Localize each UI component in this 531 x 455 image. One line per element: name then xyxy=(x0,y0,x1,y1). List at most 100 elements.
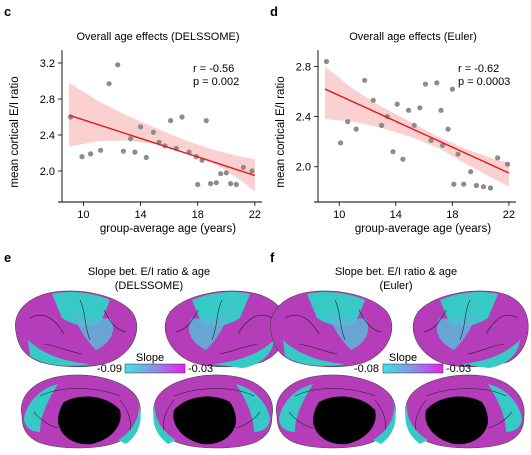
chart-d-point-0 xyxy=(323,58,330,65)
panel-d: d Overall age effects (Euler) 10 14 18 22 2.… xyxy=(270,4,516,235)
panel-e: e Slope bet. E/I ratio & age (DELSSOME) … xyxy=(4,250,287,449)
chart-c-point-21 xyxy=(208,181,214,187)
panel-f-title-line2: (Euler) xyxy=(379,280,412,292)
panel-d-r-stat: r = -0.62 xyxy=(458,63,499,75)
panel-letter-e: e xyxy=(4,250,11,265)
chart-c-point-25 xyxy=(228,181,234,187)
colorbar-min-f: -0.08 xyxy=(354,363,379,375)
chart-c-point-1 xyxy=(79,154,85,160)
colorbar-min-e: -0.09 xyxy=(97,363,122,375)
chart-c-point-2 xyxy=(88,151,94,157)
brain-lateral-left-e xyxy=(15,290,138,368)
chart-c-point-5 xyxy=(115,62,121,68)
chart-d-point-8 xyxy=(390,149,396,155)
panel-e-title-line2: (DELSSOME) xyxy=(115,280,183,292)
panel-d-p-stat: p = 0.0003 xyxy=(458,76,510,88)
chart-d-xtick-label-2: 18 xyxy=(446,209,458,221)
brain-lateral-right-e xyxy=(164,290,287,368)
panel-c-title: Overall age effects (DELSSOME) xyxy=(76,31,239,43)
chart-d-point-14 xyxy=(422,81,429,87)
colorbar-label-e: Slope xyxy=(136,352,164,364)
brain-medial-left-f xyxy=(276,374,396,449)
chart-d-point-5 xyxy=(370,97,376,103)
brain-lateral-left-f xyxy=(270,290,393,368)
chart-d-xtick-label-1: 14 xyxy=(390,209,402,221)
chart-d-y-axis-label: mean cortical E/I ratio xyxy=(275,76,287,187)
scatter-plot-c: 10 14 18 22 2.0 2.4 2.8 3.2 group-average age (y… xyxy=(9,50,262,235)
colorbar-f xyxy=(382,363,444,374)
panel-letter-c: c xyxy=(4,4,11,19)
chart-c-ytick-label-3: 3.2 xyxy=(40,58,55,70)
chart-d-ytick-label-1: 2.4 xyxy=(296,112,311,124)
chart-c-point-23 xyxy=(218,171,224,177)
chart-d-point-9 xyxy=(394,101,400,107)
chart-c-point-29 xyxy=(195,181,201,188)
chart-d-point-23 xyxy=(473,182,479,189)
chart-d-point-1 xyxy=(338,140,344,146)
chart-c-x-axis-label: group-average age (years) xyxy=(100,223,236,235)
chart-c-point-28 xyxy=(249,168,255,174)
chart-c-point-6 xyxy=(120,148,126,154)
chart-d-point-13 xyxy=(417,105,423,111)
chart-c-confidence-band xyxy=(69,82,255,192)
chart-c-point-16 xyxy=(179,114,185,120)
chart-d-confidence-band xyxy=(325,66,509,187)
chart-d-point-28 xyxy=(449,86,455,92)
chart-d-ytick-label-0: 2.0 xyxy=(296,162,311,174)
chart-c-point-14 xyxy=(168,118,174,124)
chart-c-point-26 xyxy=(233,181,239,188)
chart-d-point-19 xyxy=(451,181,457,187)
scatter-plot-d: 10 14 18 22 2.0 2.4 2.8 group-average age (year… xyxy=(275,50,516,235)
chart-d-point-16 xyxy=(434,80,440,86)
chart-c-point-9 xyxy=(138,124,144,130)
chart-d-point-15 xyxy=(428,137,434,143)
brain-medial-right-f xyxy=(405,374,525,449)
chart-c-point-10 xyxy=(143,154,149,161)
chart-d-point-18 xyxy=(445,126,451,132)
chart-d-point-27 xyxy=(504,161,511,167)
chart-d-point-20 xyxy=(455,151,461,157)
chart-d-x-axis-label: group-average age (years) xyxy=(355,223,491,235)
chart-c-xtick-label-3: 22 xyxy=(249,209,261,221)
chart-d-point-29 xyxy=(438,107,444,113)
panel-c-p-stat: p = 0.002 xyxy=(193,76,239,88)
panel-f: f Slope bet. E/I ratio & age (Euler) Slo… xyxy=(270,250,529,449)
panel-letter-d: d xyxy=(270,4,278,19)
chart-c-xtick-label-2: 18 xyxy=(192,209,204,221)
chart-c-ytick-label-0: 2.0 xyxy=(40,166,55,178)
chart-c-point-20 xyxy=(203,118,209,124)
colorbar-max-f: -0.03 xyxy=(446,363,471,375)
chart-c-ytick-label-2: 2.8 xyxy=(40,94,55,106)
chart-c-xtick-label-1: 14 xyxy=(134,209,146,221)
chart-d-point-2 xyxy=(345,119,351,125)
panel-d-title: Overall age effects (Euler) xyxy=(349,31,477,43)
chart-c-point-24 xyxy=(223,170,229,176)
chart-d-point-11 xyxy=(405,107,412,113)
colorbar-label-f: Slope xyxy=(389,352,417,364)
chart-c-xtick-label-0: 10 xyxy=(77,209,89,221)
chart-d-point-21 xyxy=(461,181,467,187)
brain-medial-right-e xyxy=(153,374,273,449)
chart-d-point-26 xyxy=(495,155,501,161)
chart-d-point-4 xyxy=(362,77,368,83)
panel-letter-f: f xyxy=(270,250,275,265)
chart-d-point-25 xyxy=(487,185,494,191)
chart-c-point-22 xyxy=(213,180,219,186)
chart-d-point-3 xyxy=(353,126,359,132)
chart-d-point-24 xyxy=(480,184,487,190)
chart-d-xtick-label-3: 22 xyxy=(503,209,515,221)
chart-d-fit-line xyxy=(324,88,510,174)
chart-d-point-6 xyxy=(379,122,385,128)
panel-e-title-line1: Slope bet. E/I ratio & age xyxy=(88,266,210,278)
chart-d-point-10 xyxy=(400,156,406,162)
brain-medial-left-e xyxy=(21,374,141,449)
chart-d-point-17 xyxy=(439,142,446,148)
colorbar-e xyxy=(124,363,186,374)
panel-c: c Overall age effects (DELSSOME) 10 14 18 2… xyxy=(4,4,262,235)
brain-lateral-right-f xyxy=(412,290,529,368)
chart-c-point-11 xyxy=(150,129,156,135)
chart-c-point-8 xyxy=(132,149,138,155)
chart-c-point-3 xyxy=(98,147,104,153)
chart-c-fit-line xyxy=(68,114,256,177)
